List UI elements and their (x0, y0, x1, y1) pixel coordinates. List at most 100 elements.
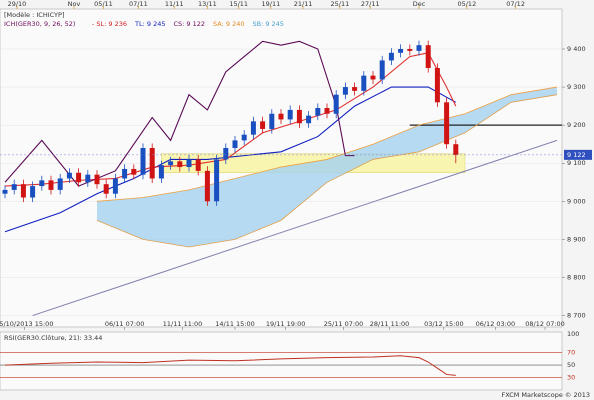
candle-body (278, 113, 284, 120)
y-tick-label: 9 400 (567, 45, 586, 53)
x2-tick-label: 07/12 (506, 0, 525, 8)
line-chikou (4, 40, 355, 187)
y-tick-label: 9 200 (567, 121, 586, 129)
candle-body (223, 148, 229, 160)
candle-body (131, 168, 137, 175)
candle-body (352, 87, 358, 91)
x-tick-label: 25/10/2013 15:00 (0, 320, 53, 328)
footer: FXCM Marketscope © 2013 (501, 391, 590, 399)
x2-tick-label: Nov (68, 0, 81, 8)
rsi-tick-label: 50 (567, 361, 575, 369)
candle-body (296, 109, 302, 124)
x2-tick-label: 27/11 (361, 0, 380, 8)
x2-tick-label: 29/10 (8, 0, 27, 8)
y-tick-label: 8 800 (567, 273, 586, 281)
rsi-tick-label: 30 (567, 374, 575, 382)
candle-body (333, 94, 339, 114)
candle-body (195, 159, 201, 171)
candle-body (122, 168, 128, 179)
x-tick-label: 03/12 15:00 (424, 320, 464, 328)
candle-body (66, 172, 72, 179)
line-span-a (96, 86, 558, 202)
candle-body (149, 148, 155, 179)
candle-body (30, 186, 36, 198)
candle-body (306, 115, 312, 124)
candle-body (140, 148, 146, 175)
candle-body (388, 52, 394, 61)
rsi-label: RSI(GER30.Clôture, 21): 33.44 (4, 334, 102, 342)
x2-tick-label: 15/11 (229, 0, 248, 8)
candle-body (177, 161, 183, 168)
x2-tick-label: 07/11 (129, 0, 148, 8)
x-tick-label: 14/11 15:00 (215, 320, 255, 328)
candle-body (214, 159, 220, 202)
candle-body (11, 184, 17, 190)
header-value: SB: 9 245 (252, 20, 283, 28)
candle-body (2, 189, 8, 194)
x-tick-label: 08/12 07:00 (525, 320, 565, 328)
x-tick-label: 28/11 11:00 (370, 320, 410, 328)
x2-tick-label: 21/11 (294, 0, 313, 8)
y-tick-label: 8 700 (567, 312, 586, 320)
x2-tick-label: 05/12 (457, 0, 476, 8)
candle-body (315, 108, 321, 116)
candle-body (57, 178, 63, 190)
indicator-label: ICH(GER30, 9, 26, 52) (4, 20, 75, 28)
model-label: [Modèle : ICHICYP] (4, 11, 64, 19)
y-tick-label: 9 300 (567, 83, 586, 91)
x-tick-label: 25/11 07:00 (324, 320, 364, 328)
candle-body (48, 180, 54, 190)
candle-body (269, 113, 275, 129)
cloud (97, 87, 557, 248)
y-tick-label: 8 900 (567, 235, 586, 243)
candle-body (379, 60, 385, 80)
x2-tick-label: Dec (413, 0, 426, 8)
candle-body (444, 102, 450, 145)
header-value: SA: 9 240 (213, 20, 244, 28)
candle-body (112, 178, 118, 194)
candle-body (250, 121, 256, 135)
rsi-line (4, 355, 456, 376)
candle-body (204, 170, 210, 202)
header-value: TL: 9 245 (134, 20, 165, 28)
candle-body (94, 174, 100, 185)
rsi-panel (0, 331, 563, 391)
x-tick-label: 06/11 07:00 (105, 320, 145, 328)
rsi-tick-label: 70 (567, 349, 575, 357)
x-tick-label: 19/11 19:00 (266, 320, 306, 328)
candle-body (103, 184, 109, 194)
candle-body (260, 121, 266, 129)
x2-tick-label: 19/11 (262, 0, 281, 8)
header-value: - SL: 9 236 (92, 20, 127, 28)
candle-body (425, 45, 431, 69)
x-tick-label: 11/11 11:00 (163, 320, 203, 328)
candle-body (158, 165, 164, 179)
x2-tick-label: 25/11 (331, 0, 350, 8)
rsi-tick-label: 100 (567, 330, 579, 338)
candle-body (434, 68, 440, 103)
x-tick-label: 06/12 03:00 (476, 320, 516, 328)
candle-body (416, 45, 422, 51)
candle-body (232, 140, 238, 149)
x2-tick-label: 13/11 (198, 0, 217, 8)
trendline (32, 139, 558, 317)
candle-body (370, 75, 376, 80)
last-price-tag: 9 122 (567, 151, 586, 159)
candle-body (361, 75, 367, 91)
candle-body (186, 159, 192, 168)
last-price-tag-bg (564, 149, 592, 160)
x2-tick-label: 05/11 (94, 0, 113, 8)
candle-body (39, 180, 45, 187)
header-value: CS: 9 122 (174, 20, 206, 28)
line-span-b (96, 94, 558, 248)
candle-body (85, 174, 91, 183)
candle-body (241, 134, 247, 141)
y-tick-label: 9 000 (567, 197, 586, 205)
candle-body (342, 87, 348, 95)
x2-tick-label: 11/11 (165, 0, 184, 8)
candle-body (20, 184, 26, 198)
candle-body (453, 144, 459, 155)
candle-body (168, 161, 174, 166)
candle-body (76, 172, 82, 183)
